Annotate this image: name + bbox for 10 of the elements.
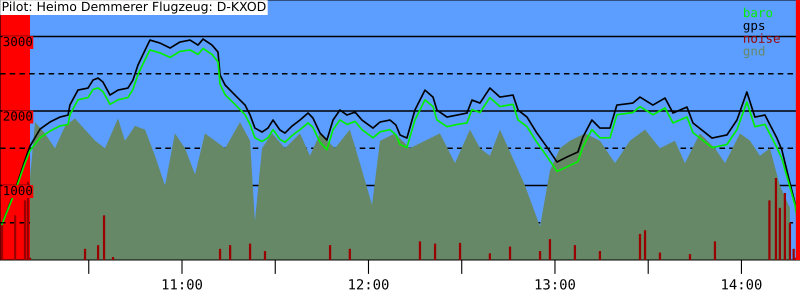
x-tick-label: 13:00 [536,279,575,290]
x-tick-label: 12:00 [349,279,388,290]
x-tick-label: 14:00 [722,279,762,290]
text: gps [744,22,764,33]
text: gnd [744,46,764,58]
chart-title: Pilot: Heimo Demmerer Flugzeug: D-KXOD [2,2,266,14]
text: baro [744,8,772,18]
x-tick-label: 11:00 [162,279,202,290]
y-tick-label: 3000 [4,36,32,46]
y-tick-label: 2000 [4,111,32,121]
